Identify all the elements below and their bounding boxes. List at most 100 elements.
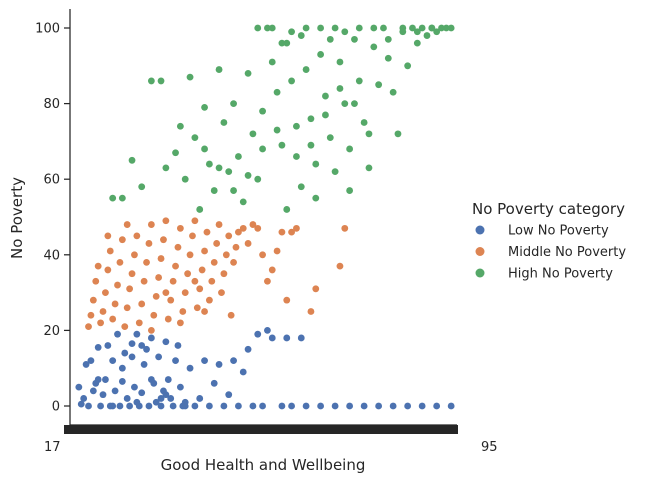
scatter-point [346, 402, 354, 410]
scatter-point [254, 224, 262, 232]
scatter-point [147, 77, 155, 85]
scatter-point [404, 62, 412, 70]
scatter-point [244, 345, 252, 353]
scatter-point [172, 357, 179, 365]
scatter-point [283, 39, 291, 47]
scatter-point [174, 342, 182, 349]
scatter-point [293, 153, 300, 160]
scatter-point [92, 277, 100, 285]
scatter-point [147, 334, 155, 342]
scatter-point [249, 402, 257, 410]
scatter-point [179, 308, 187, 315]
scatter-point [128, 353, 136, 361]
scatter-point [123, 304, 131, 312]
scatter-point [220, 402, 228, 410]
scatter-point [208, 277, 216, 285]
scatter-point [230, 357, 237, 365]
scatter-point [399, 24, 407, 32]
scatter-point [283, 334, 291, 342]
scatter-point [273, 247, 281, 255]
scatter-point [215, 361, 223, 368]
scatter-point [94, 376, 102, 383]
scatter-point [201, 308, 208, 315]
scatter-point [346, 145, 354, 153]
scatter-point [288, 77, 295, 85]
scatter-point [191, 134, 199, 142]
scatter-point [302, 24, 310, 32]
scatter-point [80, 395, 88, 402]
scatter-point [145, 240, 153, 247]
y-tick-label: 20 [43, 324, 60, 339]
scatter-point [341, 224, 349, 232]
x-tick-dense-band [64, 425, 458, 434]
scatter-point [138, 389, 146, 397]
scatter-point [75, 383, 83, 391]
legend: No Poverty category Low No Poverty Middle… [472, 200, 626, 282]
scatter-point [288, 28, 295, 36]
scatter-point [196, 285, 204, 293]
scatter-point [102, 289, 109, 296]
y-tick-label: 40 [43, 248, 60, 263]
scatter-point [114, 330, 121, 338]
scatter-point [283, 206, 291, 213]
scatter-point [191, 402, 199, 410]
scatter-point [111, 300, 119, 308]
legend-marker [475, 268, 485, 278]
scatter-point [375, 81, 383, 89]
scatter-point [162, 338, 170, 346]
scatter-point [150, 311, 158, 319]
scatter-point [162, 391, 170, 399]
scatter-point [196, 395, 204, 402]
scatter-point [94, 344, 102, 351]
scatter-point [97, 319, 104, 327]
scatter-point [264, 327, 271, 334]
scatter-point [198, 266, 206, 274]
scatter-point [307, 115, 315, 123]
scatter-point [186, 73, 194, 81]
scatter-point [273, 126, 281, 134]
scatter-point [341, 100, 349, 107]
points-layer [75, 24, 455, 410]
scatter-point [87, 311, 95, 319]
scatter-point [239, 368, 247, 376]
scatter-point [121, 323, 129, 331]
x-tick-first-label: 17 [44, 440, 61, 455]
scatter-point [336, 58, 344, 66]
scatter-point [131, 383, 138, 391]
scatter-point [116, 258, 124, 266]
scatter-point [360, 119, 368, 126]
scatter-point [172, 262, 179, 270]
scatter-point [326, 134, 334, 142]
scatter-point [278, 402, 286, 410]
scatter-point [126, 402, 134, 410]
scatter-point [201, 103, 208, 111]
scatter-point [215, 66, 223, 73]
scatter-point [128, 156, 136, 164]
scatter-point [191, 217, 199, 225]
scatter-point [104, 342, 112, 349]
scatter-point [89, 387, 97, 395]
scatter-point [222, 251, 230, 259]
y-tick-label: 0 [52, 400, 60, 415]
scatter-point [293, 122, 300, 130]
scatter-point [99, 391, 107, 399]
legend-marker [475, 225, 485, 235]
scatter-point [331, 402, 339, 410]
scatter-point [169, 402, 177, 410]
scatter-point [94, 262, 102, 270]
legend-label: Low No Poverty [508, 224, 609, 239]
scatter-point [176, 383, 184, 391]
scatter-point [297, 183, 305, 191]
scatter-point [273, 88, 281, 96]
scatter-point [89, 296, 97, 304]
scatter-point [82, 361, 90, 368]
scatter-point [384, 54, 392, 62]
legend-marker [475, 247, 485, 256]
scatter-point [205, 296, 213, 304]
scatter-point [109, 402, 117, 410]
scatter-point [176, 224, 184, 232]
scatter-point [293, 224, 300, 232]
scatter-point [140, 277, 148, 285]
scatter-point [322, 111, 329, 119]
